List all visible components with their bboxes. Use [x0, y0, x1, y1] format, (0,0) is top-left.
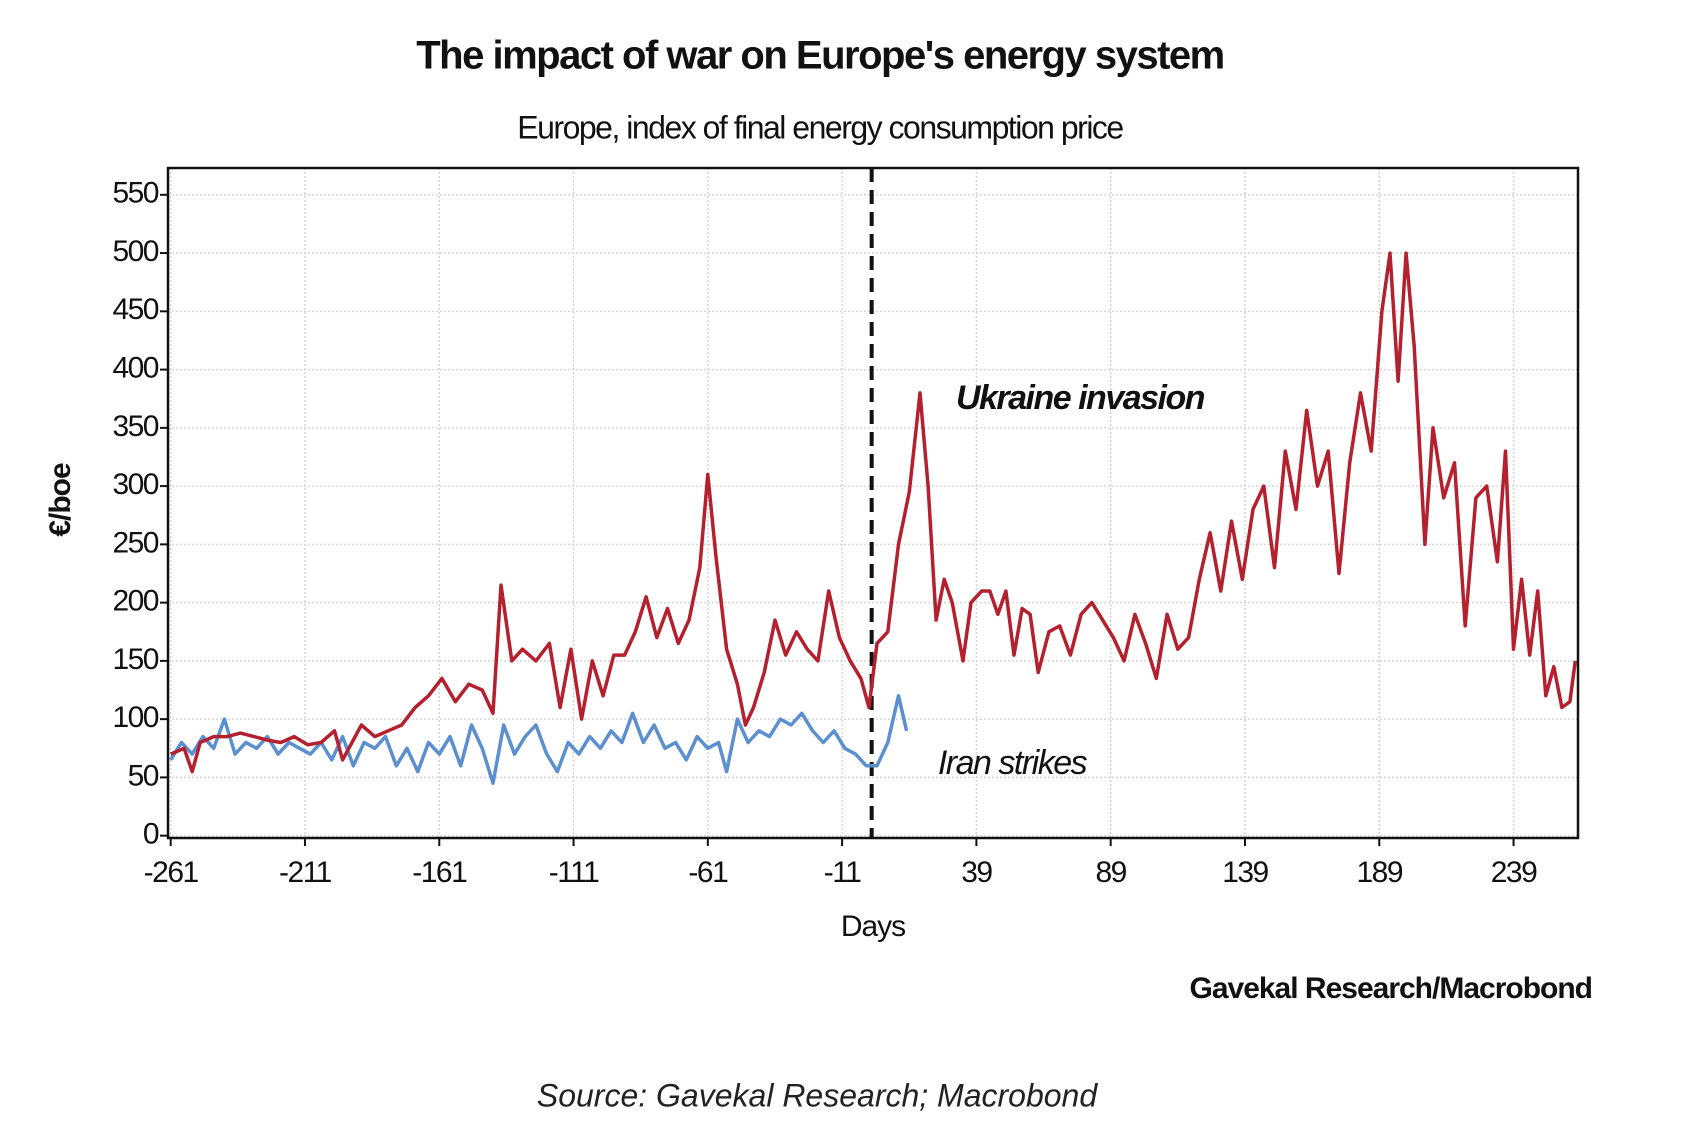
x-tick-label: -211	[279, 856, 332, 889]
x-axis-label: Days	[841, 910, 905, 943]
y-tick-label: 300	[112, 468, 158, 501]
x-tick-label: -61	[688, 856, 728, 889]
series-line	[169, 694, 909, 785]
y-tick-label: 200	[112, 585, 158, 618]
x-tick-label: 139	[1222, 856, 1268, 889]
y-tick-label: 100	[112, 701, 158, 734]
y-tick-label: 250	[112, 526, 158, 559]
source: Source: Gavekal Research; Macrobond	[537, 1077, 1098, 1113]
y-tick-label: 150	[112, 643, 158, 676]
x-tick-label: 39	[961, 856, 992, 889]
chart-title: The impact of war on Europe's energy sys…	[416, 34, 1223, 78]
y-tick-label: 350	[112, 410, 158, 443]
y-tick-label: 500	[112, 235, 158, 268]
y-axis-label: €/boe	[44, 463, 77, 537]
y-tick-label: 50	[128, 759, 159, 792]
chart-subtitle: Europe, index of final energy consumptio…	[517, 109, 1123, 145]
x-tick-label: -161	[412, 856, 467, 889]
x-tick-label: -111	[549, 856, 599, 889]
y-tick-label: 550	[112, 177, 158, 210]
x-tick-label: 239	[1491, 856, 1537, 889]
x-tick-label: -261	[144, 856, 199, 889]
annotation: Ukraine invasion	[956, 379, 1205, 417]
x-tick-label: 189	[1356, 856, 1402, 889]
series-line	[170, 251, 1578, 774]
y-tick-label: 0	[143, 818, 159, 851]
credit: Gavekal Research/Macrobond	[1189, 972, 1592, 1005]
y-tick-label: 400	[112, 352, 158, 385]
x-tick-label: -11	[824, 856, 861, 889]
x-tick-label: 89	[1095, 856, 1126, 889]
plot-frame	[166, 166, 1580, 840]
annotation: Iran strikes	[938, 744, 1088, 782]
y-tick-label: 450	[112, 293, 158, 326]
